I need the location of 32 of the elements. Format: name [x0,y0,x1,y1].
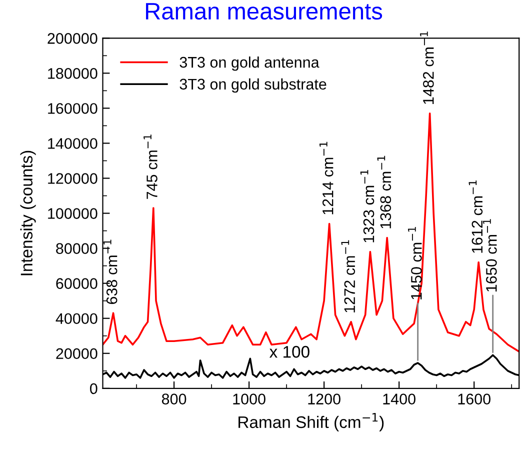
annotation: 1214 cm$^{−1}$ [320,142,334,214]
annotation: 1612 cm$^{−1}$ [468,180,483,253]
x-axis-title: Raman Shift (cm$^{−1}$) [238,413,384,432]
y-tick-label: 160000 [48,103,98,114]
y-tick-label: 100000 [48,208,98,219]
y-tick-label: 200000 [48,33,98,44]
x-tick-label: 1000 [233,394,266,404]
legend-label: 3T3 on gold antenna [180,56,320,71]
annotation: 745 cm$^{−1}$ [144,134,158,199]
y-tick-label: 180000 [48,68,98,79]
y-tick-label: 40000 [56,313,98,324]
y-tick-label: 0 [90,383,98,394]
y-tick-label: 120000 [48,173,98,184]
x-tick-label: 1200 [308,394,340,404]
annotation: 1650 cm$^{−1}$ [483,219,497,292]
annotation: 1368 cm$^{−1}$ [377,156,392,228]
x-tick-label: 800 [162,394,186,404]
x-tick-label: 1600 [458,394,490,404]
chart-title: Raman measurements [146,3,382,20]
legend-label: 3T3 on gold substrate [180,78,326,93]
y-tick-label: 60000 [56,278,98,290]
annotation: x 100 [269,346,310,358]
x-tick-label: 1400 [383,394,416,404]
y-tick-label: 80000 [56,243,98,254]
annotation: 638 cm$^{−1}$ [103,240,118,304]
y-tick-label: 20000 [56,348,98,360]
annotation: 1482 cm$^{−1}$ [420,32,434,104]
y-tick-label: 140000 [48,138,98,149]
annotation: 1323 cm$^{−1}$ [360,170,374,242]
annotation: 1450 cm$^{−1}$ [408,226,422,300]
y-axis-title: Intensity (counts) [20,150,36,276]
annotation: 1272 cm$^{−1}$ [341,240,356,312]
